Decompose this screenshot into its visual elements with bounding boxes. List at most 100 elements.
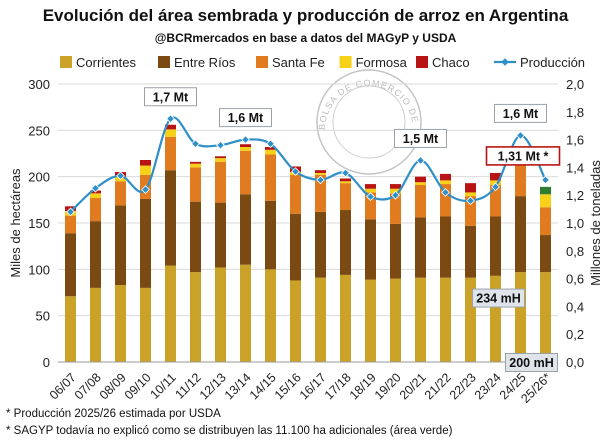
bar-formosa-6 (215, 158, 226, 162)
production-point-7 (241, 135, 250, 144)
annotation-label-3: 1,6 Mt (503, 107, 539, 121)
bar-santa-fe-5 (190, 167, 201, 202)
bar-entre-ros-5 (190, 201, 201, 273)
bar-formosa-12 (365, 188, 376, 193)
y-right-tick-label-5: 1,0 (566, 216, 584, 231)
bar-chaco-13 (390, 184, 401, 189)
production-point-6 (216, 140, 225, 150)
annotation-box-5 (472, 288, 525, 308)
bar-corrientes-7 (240, 264, 251, 362)
bar-formosa-1 (90, 193, 101, 198)
chart-subtitle: @BCRmercados en base a datos del MAGyP y… (154, 31, 457, 45)
bar-corrientes-12 (365, 279, 376, 362)
y-right-tick-label-4: 0,8 (566, 244, 584, 259)
bar-corrientes-17 (490, 275, 501, 362)
x-tick-label-10: 16/17 (297, 370, 329, 402)
bar-chaco-16 (465, 183, 476, 193)
bar-santa-fe-4 (165, 136, 176, 171)
bar-corrientes-10 (315, 277, 326, 362)
production-point-2 (116, 171, 125, 181)
y-tick-label-200: 200 (28, 170, 50, 185)
bar-formosa-16 (465, 192, 476, 197)
bar-chaco-5 (190, 161, 201, 164)
x-tick-label-0: 06/07 (47, 370, 79, 402)
x-tick-label-5: 11/12 (172, 370, 203, 401)
bar-santa-fe-10 (315, 174, 326, 212)
bar-corrientes-3 (140, 287, 151, 362)
bar-formosa-14 (415, 182, 426, 186)
bar-santa-fe-13 (390, 193, 401, 224)
x-tick-label-14: 20/21 (397, 370, 429, 402)
bar-entre-ros-13 (390, 223, 401, 279)
y-right-tick-label-3: 0,6 (566, 272, 584, 287)
bar-corrientes-19 (540, 272, 551, 362)
x-tick-label-12: 18/19 (347, 370, 379, 402)
bar-entre-ros-17 (490, 216, 501, 276)
bar-formosa-8 (265, 149, 276, 155)
bar-entre-ros-6 (215, 202, 226, 268)
legend-swatch-entre-ros (158, 56, 170, 68)
bar-corrientes-5 (190, 272, 201, 362)
bar-formosa-19 (540, 194, 551, 208)
bar-formosa-15 (440, 180, 451, 185)
bar-entre-ros-1 (90, 221, 101, 288)
bar-entre-ros-15 (440, 216, 451, 278)
bar-chaco-19 (540, 186, 551, 195)
production-point-18 (516, 131, 525, 140)
bar-entre-ros-0 (65, 233, 76, 297)
legend-label-santa-fe: Santa Fe (272, 55, 325, 70)
production-point-17 (491, 182, 500, 192)
production-point-8 (266, 139, 275, 149)
y-tick-label-50: 50 (36, 309, 50, 324)
bar-entre-ros-14 (415, 217, 426, 278)
annotation-label-4: 1,31 Mt * (498, 149, 549, 163)
legend-swatch-formosa (339, 56, 352, 68)
y-tick-label-100: 100 (28, 262, 50, 277)
bar-chaco-17 (490, 172, 501, 181)
y-tick-label-300: 300 (28, 77, 50, 92)
bar-santa-fe-8 (265, 154, 276, 201)
y-right-tick-label-10: 2,0 (566, 77, 584, 92)
bar-corrientes-15 (440, 277, 451, 362)
bar-entre-ros-2 (115, 205, 126, 286)
bar-corrientes-18 (515, 272, 526, 362)
legend-swatch-corrientes (60, 56, 72, 68)
production-point-4 (166, 114, 175, 124)
legend-swatch-chaco (416, 56, 428, 68)
bar-santa-fe-17 (490, 185, 501, 217)
y-tick-label-0: 0 (43, 355, 50, 370)
y-tick-label-150: 150 (28, 216, 50, 231)
bar-entre-ros-9 (290, 213, 301, 281)
bar-corrientes-1 (90, 287, 101, 362)
bar-chaco-10 (315, 170, 326, 173)
legend-label-chaco: Chaco (432, 55, 470, 70)
production-point-15 (441, 188, 450, 197)
legend-swatch-santa-fe (256, 56, 268, 68)
bar-corrientes-13 (390, 278, 401, 362)
bar-entre-ros-12 (365, 219, 376, 280)
x-tick-label-13: 19/20 (372, 370, 404, 402)
bar-chaco-14 (415, 176, 426, 183)
production-point-14 (416, 156, 425, 165)
bar-entre-ros-18 (515, 196, 526, 273)
x-tick-label-4: 10/11 (147, 370, 178, 401)
legend-label-corrientes: Corrientes (76, 55, 136, 70)
bar-chaco-4 (165, 124, 176, 130)
bar-santa-fe-7 (240, 150, 251, 195)
bar-chaco-15 (440, 173, 451, 181)
annotation-box-2 (394, 128, 447, 148)
x-tick-label-16: 22/23 (447, 370, 479, 402)
watermark-seal-outer (316, 69, 422, 175)
y-right-tick-label-6: 1,2 (566, 188, 584, 203)
production-point-16 (466, 196, 475, 206)
bar-entre-ros-4 (165, 170, 176, 266)
x-tick-label-9: 15/16 (272, 370, 304, 402)
annotation-box-3 (494, 103, 547, 123)
y-tick-label-250: 250 (28, 123, 50, 138)
x-tick-label-2: 08/09 (97, 370, 129, 402)
annotation-label-2: 1,5 Mt (403, 132, 439, 146)
bar-corrientes-2 (115, 285, 126, 362)
bar-santa-fe-18 (515, 164, 526, 197)
production-point-0 (66, 207, 75, 217)
x-tick-label-7: 13/14 (222, 370, 254, 402)
